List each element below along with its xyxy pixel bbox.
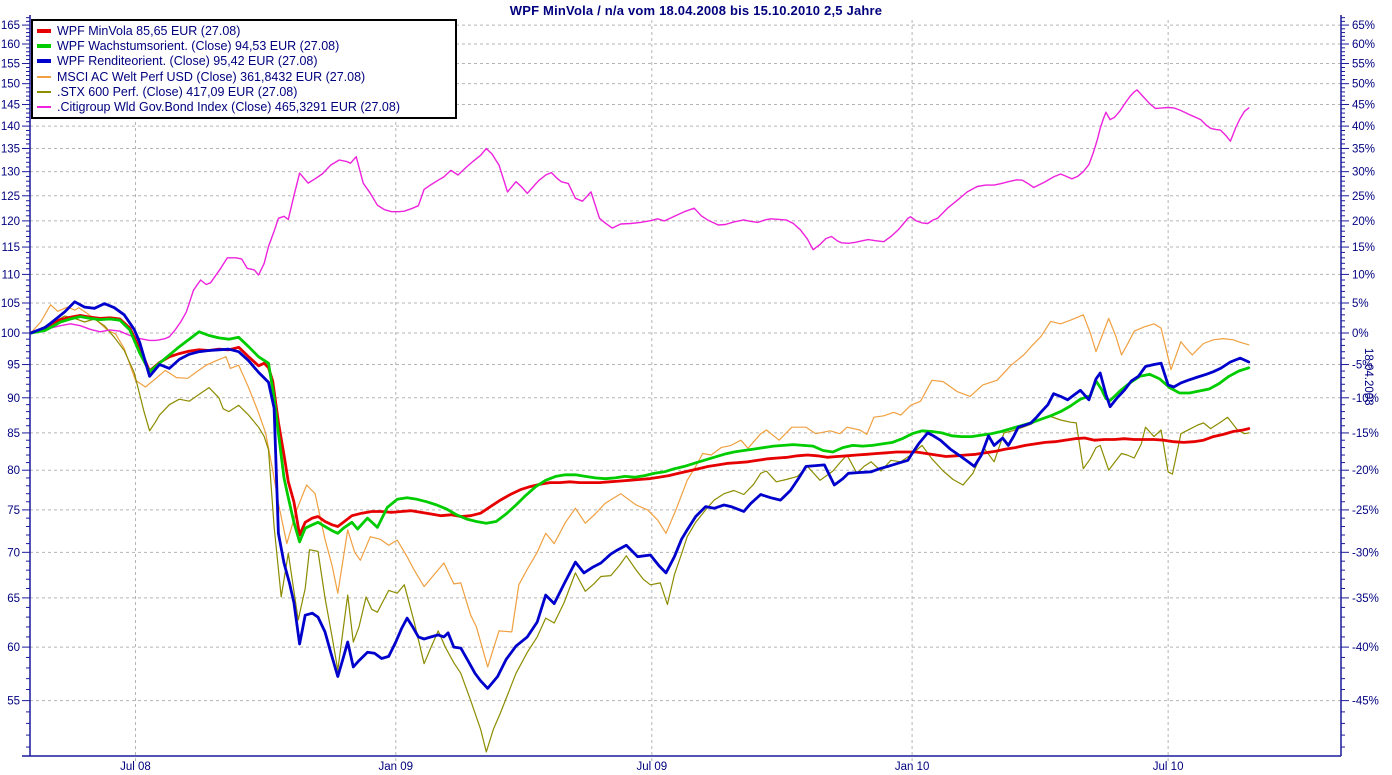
y-axis-label-left: 155 [1, 59, 20, 71]
y-axis-label-right: -5% [1352, 360, 1372, 372]
legend-color-dash [37, 59, 51, 64]
legend-color-dash [37, 106, 51, 109]
y-axis-label-left: 125 [1, 191, 20, 203]
y-axis-label-right: -10% [1352, 393, 1379, 405]
legend-item-stx600[interactable]: .STX 600 Perf. (Close) 417,09 EUR (27.08… [37, 84, 451, 99]
y-axis-label-left: 130 [1, 167, 20, 179]
chart-title: WPF MinVola / n/a vom 18.04.2008 bis 15.… [509, 3, 883, 18]
y-axis-label-right: 50% [1352, 79, 1375, 91]
y-axis-label-left: 70 [7, 547, 20, 559]
x-axis-label: Jan 09 [379, 761, 414, 773]
y-axis-label-right: 55% [1352, 59, 1375, 71]
legend-item-label: MSCI AC Welt Perf USD (Close) 361,8432 E… [57, 69, 366, 84]
legend-item-label: .STX 600 Perf. (Close) 417,09 EUR (27.08… [57, 84, 298, 99]
y-axis-label-left: 80 [7, 465, 20, 477]
y-axis-label-right: 60% [1352, 39, 1375, 51]
y-axis-label-right: 45% [1352, 100, 1375, 112]
y-axis-label-right: 40% [1352, 121, 1375, 133]
y-axis-label-left: 90 [7, 393, 20, 405]
legend-color-dash [37, 43, 51, 48]
series-line--stx-600-perf- [30, 315, 1250, 753]
y-axis-label-right: 35% [1352, 143, 1375, 155]
legend-item-msci-welt[interactable]: MSCI AC Welt Perf USD (Close) 361,8432 E… [37, 69, 451, 84]
y-axis-label-right: 65% [1352, 20, 1375, 32]
legend-color-dash [37, 90, 51, 93]
y-axis-label-left: 140 [1, 121, 20, 133]
series-line-wpf-renditeorient- [29, 300, 1251, 690]
y-axis-label-right: -25% [1352, 505, 1379, 517]
legend: WPF MinVola 85,65 EUR (27.08) WPF Wachstu… [31, 19, 457, 119]
legend-item-citigroup-bond[interactable]: .Citigroup Wld Gov.Bond Index (Close) 46… [37, 100, 451, 115]
y-axis-label-left: 55 [7, 696, 20, 708]
series-line-wpf-wachstumsorient- [29, 315, 1251, 544]
y-axis-label-left: 145 [1, 100, 20, 112]
y-axis-label-right: -30% [1352, 547, 1379, 559]
y-axis-label-right: -20% [1352, 465, 1379, 477]
cursor-date-label: 18.04.2008 [1362, 348, 1374, 406]
axis-labels: 165 160 155 150 145 140 135 130 125 120 115 110 105 1… [1, 20, 1379, 773]
legend-item-wpf-rendite[interactable]: WPF Renditeorient. (Close) 95,42 EUR (27… [37, 54, 451, 69]
y-axis-label-right: 30% [1352, 167, 1375, 179]
y-axis-label-right: 25% [1352, 191, 1375, 203]
series-lines [29, 89, 1251, 753]
y-axis-label-left: 60 [7, 642, 20, 654]
y-axis-label-left: 75 [7, 505, 20, 517]
y-axis-label-right: 15% [1352, 242, 1375, 254]
legend-item-label: WPF Wachstumsorient. (Close) 94,53 EUR (… [57, 38, 340, 53]
y-axis-label-left: 115 [2, 242, 20, 254]
x-axis-label: Jul 10 [1153, 761, 1184, 773]
x-axis-label: Jul 09 [636, 761, 667, 773]
y-axis-label-right: -40% [1352, 642, 1379, 654]
legend-color-dash [37, 28, 51, 33]
legend-item-label: WPF MinVola 85,65 EUR (27.08) [57, 23, 241, 38]
y-axis-label-left: 165 [1, 20, 20, 32]
legend-color-dash [37, 75, 51, 78]
y-axis-label-left: 85 [7, 428, 20, 440]
y-axis-label-right: 5% [1352, 298, 1369, 310]
y-axis-label-right: -35% [1352, 593, 1379, 605]
legend-item-wpf-wachstum[interactable]: WPF Wachstumsorient. (Close) 94,53 EUR (… [37, 38, 451, 53]
y-axis-label-right: -45% [1352, 696, 1379, 708]
y-axis-label-right: 10% [1352, 269, 1375, 281]
series-line-wpf-minvola [29, 313, 1251, 537]
series-line-msci-ac-welt-perf-usd [30, 304, 1250, 668]
legend-item-label: .Citigroup Wld Gov.Bond Index (Close) 46… [57, 100, 400, 115]
legend-item-label: WPF Renditeorient. (Close) 95,42 EUR (27… [57, 54, 318, 69]
y-axis-label-left: 110 [2, 269, 20, 281]
y-axis-label-right: -15% [1352, 428, 1379, 440]
y-axis-label-left: 160 [1, 39, 20, 51]
y-axis-label-left: 100 [1, 328, 20, 340]
y-axis-label-left: 135 [1, 143, 20, 155]
y-axis-label-right: 0% [1352, 328, 1369, 340]
series-line--citigroup-wld-gov-bond-index [30, 89, 1250, 342]
x-axis-label: Jan 10 [895, 761, 930, 773]
y-axis-label-left: 65 [7, 593, 20, 605]
gridlines [30, 20, 1341, 763]
y-axis-label-right: 20% [1352, 216, 1375, 228]
axes [22, 15, 1349, 757]
legend-item-wpf-minvola[interactable]: WPF MinVola 85,65 EUR (27.08) [37, 23, 451, 38]
y-axis-label-left: 105 [1, 298, 20, 310]
y-axis-label-left: 120 [1, 216, 20, 228]
y-axis-label-left: 150 [1, 79, 20, 91]
x-axis-label: Jul 08 [120, 761, 151, 773]
y-axis-label-left: 95 [7, 360, 20, 372]
